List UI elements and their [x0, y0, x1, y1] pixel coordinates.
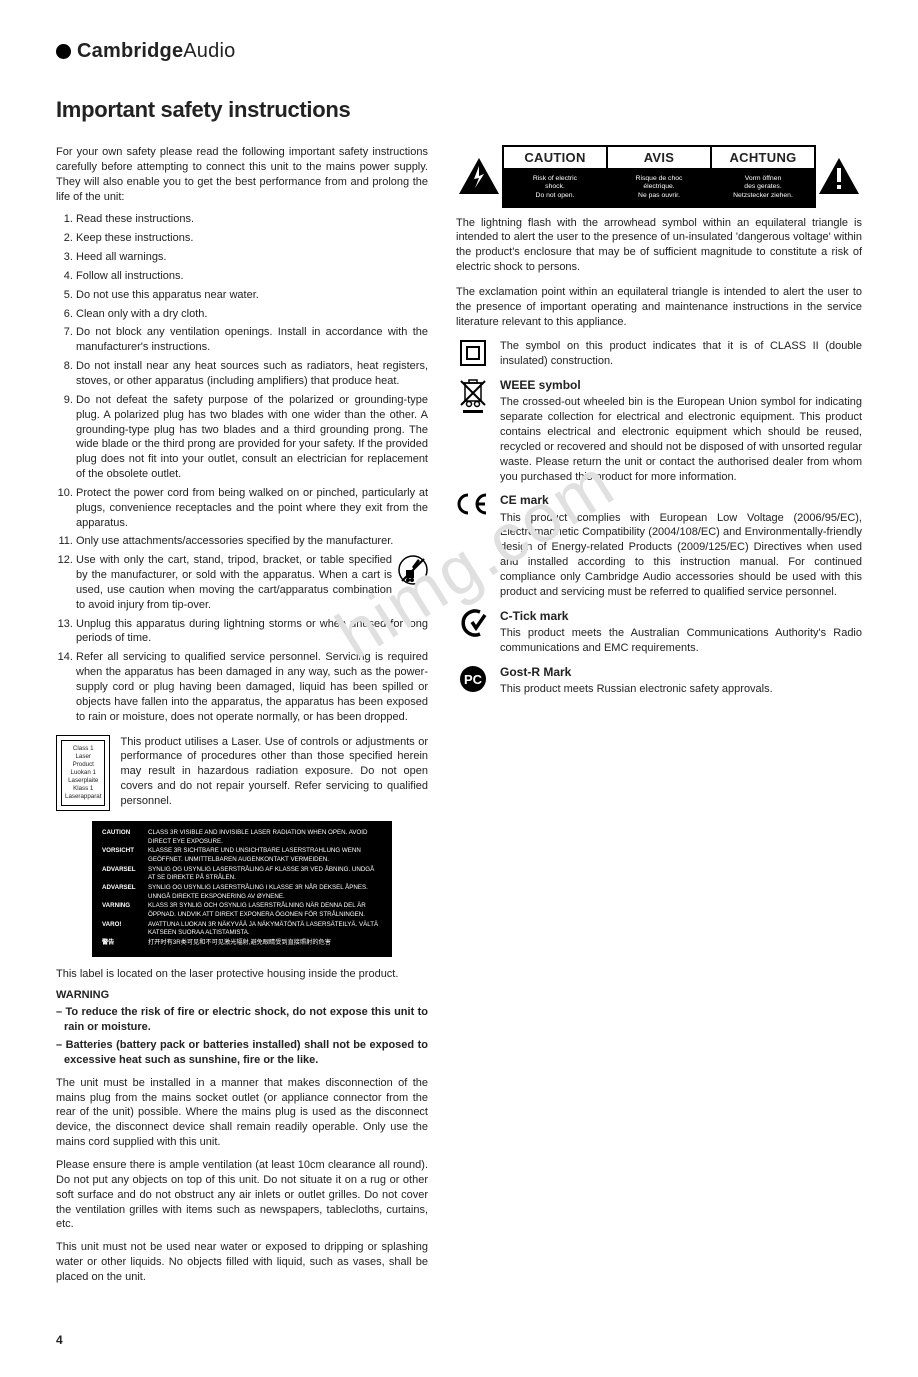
ctick-heading: C-Tick mark: [500, 608, 862, 624]
list-item: Keep these instructions.: [76, 231, 428, 246]
lightning-triangle-icon: [456, 145, 502, 208]
weee-text: The crossed-out wheeled bin is the Europ…: [500, 396, 862, 482]
gost-heading: Gost-R Mark: [500, 664, 862, 680]
svg-text:PC: PC: [464, 672, 483, 687]
class2-icon: [456, 339, 490, 367]
cart-tip-icon: [398, 555, 428, 590]
laser-caution-label: CAUTIONCLASS 3R VISIBLE AND INVISIBLE LA…: [92, 821, 392, 957]
list-item: Follow all instructions.: [76, 269, 428, 284]
caution-panel: CAUTION Risk of electricshock.Do not ope…: [456, 145, 862, 208]
gost-text: This product meets Russian electronic sa…: [500, 683, 773, 695]
laser-warning-text: This product utilises a Laser. Use of co…: [120, 735, 428, 809]
logo-dot-icon: [56, 44, 71, 59]
page-number: 4: [56, 1333, 862, 1347]
class2-text: The symbol on this product indicates tha…: [500, 339, 862, 369]
list-item: Do not defeat the safety purpose of the …: [76, 393, 428, 482]
list-item: Clean only with a dry cloth.: [76, 307, 428, 322]
exclamation-triangle-icon: [816, 145, 862, 208]
intro-text: For your own safety please read the foll…: [56, 145, 428, 204]
exclamation-explanation: The exclamation point within an equilate…: [456, 285, 862, 330]
label-location-note: This label is located on the laser prote…: [56, 967, 428, 982]
list-item: Refer all servicing to qualified service…: [76, 650, 428, 724]
list-item: Protect the power cord from being walked…: [76, 486, 428, 531]
list-item: Unplug this apparatus during lightning s…: [76, 617, 428, 647]
warning-item: – To reduce the risk of fire or electric…: [56, 1005, 428, 1035]
left-column: For your own safety please read the foll…: [56, 145, 428, 1293]
list-item: Only use attachments/accessories specifi…: [76, 534, 428, 549]
body-paragraph: This unit must not be used near water or…: [56, 1240, 428, 1285]
page-title: Important safety instructions: [56, 97, 862, 123]
brand-bold: Cambridge: [77, 40, 183, 62]
ctick-icon: [456, 608, 490, 638]
warning-heading: WARNING: [56, 988, 428, 1003]
ctick-text: This product meets the Australian Commun…: [500, 627, 862, 654]
list-item: Do not install near any heat sources suc…: [76, 359, 428, 389]
lightning-explanation: The lightning flash with the arrowhead s…: [456, 216, 862, 275]
weee-heading: WEEE symbol: [500, 377, 862, 393]
warning-item: – Batteries (battery pack or batteries i…: [56, 1038, 428, 1068]
brand-logo: CambridgeAudio: [56, 40, 862, 63]
list-item: Do not use this apparatus near water.: [76, 288, 428, 303]
brand-light: Audio: [183, 40, 235, 62]
body-paragraph: The unit must be installed in a manner t…: [56, 1076, 428, 1150]
ce-heading: CE mark: [500, 492, 862, 508]
laser-class-label: Class 1 Laser Product Luokan 1 Laserplai…: [56, 735, 110, 811]
gost-r-icon: PC: [456, 664, 490, 694]
ce-mark-icon: [456, 492, 490, 516]
list-item: Read these instructions.: [76, 212, 428, 227]
ce-text: This product complies with European Low …: [500, 512, 862, 598]
list-item: Use with only the cart, stand, tripod, b…: [76, 553, 428, 612]
right-column: CAUTION Risk of electricshock.Do not ope…: [456, 145, 862, 1293]
safety-list: Read these instructions. Keep these inst…: [56, 212, 428, 724]
list-item: Heed all warnings.: [76, 250, 428, 265]
weee-icon: [456, 377, 490, 415]
list-item: Do not block any ventilation openings. I…: [76, 325, 428, 355]
body-paragraph: Please ensure there is ample ventilation…: [56, 1158, 428, 1232]
